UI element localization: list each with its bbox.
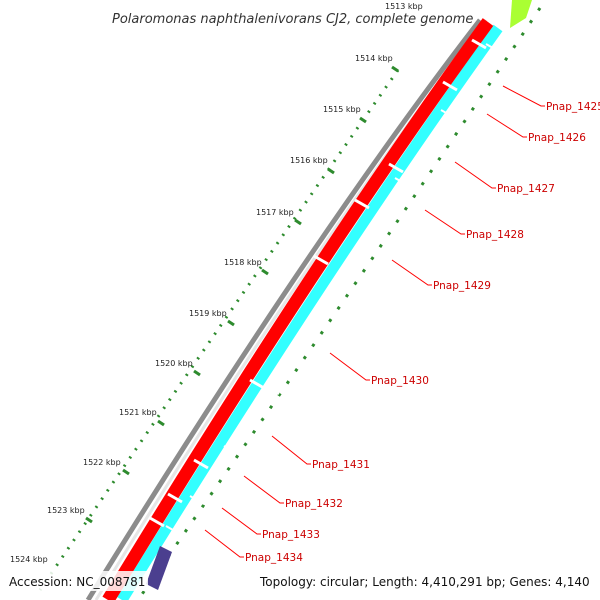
accession-background bbox=[6, 571, 148, 591]
kbp-label: 1524 kbp bbox=[10, 555, 48, 564]
gene-label[interactable]: Pnap_1433 bbox=[262, 529, 320, 541]
gene-label[interactable]: Pnap_1432 bbox=[285, 498, 343, 510]
kbp-label: 1521 kbp bbox=[119, 408, 157, 417]
gene-label[interactable]: Pnap_1434 bbox=[245, 552, 303, 564]
gene-label[interactable]: Pnap_1425 bbox=[546, 101, 600, 113]
gene-label[interactable]: Pnap_1430 bbox=[371, 375, 429, 387]
gene-label[interactable]: Pnap_1428 bbox=[466, 229, 524, 241]
kbp-label: 1523 kbp bbox=[47, 506, 85, 515]
cds-track-cyan bbox=[117, 24, 503, 600]
gene-labels: Pnap_1425 Pnap_1426 Pnap_1427 Pnap_1428 … bbox=[245, 101, 600, 564]
kbp-label: 1517 kbp bbox=[256, 208, 294, 217]
genome-backbone-outer bbox=[85, 18, 482, 600]
gene-label[interactable]: Pnap_1427 bbox=[497, 183, 555, 195]
gene-label[interactable]: Pnap_1429 bbox=[433, 280, 491, 292]
outer-tick-dashes bbox=[136, 7, 542, 600]
kbp-label: 1513 kbp bbox=[385, 2, 423, 11]
topology-text: Topology: circular; Length: 4,410,291 bp… bbox=[259, 575, 590, 589]
gene-leader-lines bbox=[204, 85, 545, 558]
kbp-label: 1522 kbp bbox=[83, 458, 121, 467]
red-track-gaps bbox=[149, 38, 487, 528]
kbp-label: 1515 kbp bbox=[323, 105, 361, 114]
kbp-tick-marks bbox=[85, 65, 399, 524]
map-title: Polaromonas naphthalenivorans CJ2, compl… bbox=[112, 12, 473, 27]
cyan-track-gaps bbox=[165, 43, 501, 535]
cds-track-red bbox=[102, 18, 494, 600]
feature-highlight-green bbox=[510, 0, 532, 28]
gene-label[interactable]: Pnap_1431 bbox=[312, 459, 370, 471]
kbp-label: 1514 kbp bbox=[355, 54, 393, 63]
feature-highlight-purple bbox=[146, 546, 172, 590]
kbp-scale-dots bbox=[38, 69, 400, 591]
gene-label[interactable]: Pnap_1426 bbox=[528, 132, 586, 144]
kbp-label: 1518 kbp bbox=[224, 258, 262, 267]
kbp-scale-labels: 1513 kbp 1514 kbp 1515 kbp 1516 kbp 1517… bbox=[10, 2, 423, 564]
accession-text: Accession: NC_008781 bbox=[9, 575, 145, 589]
kbp-label: 1520 kbp bbox=[155, 359, 193, 368]
kbp-label: 1519 kbp bbox=[189, 309, 227, 318]
kbp-label: 1516 kbp bbox=[290, 156, 328, 165]
